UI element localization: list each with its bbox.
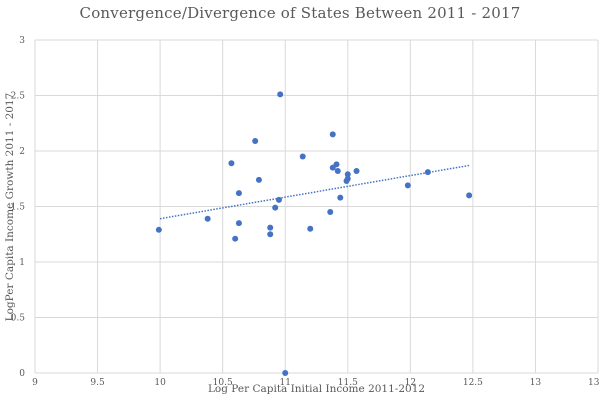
data-point xyxy=(299,153,306,160)
data-point xyxy=(277,91,284,98)
data-point xyxy=(466,192,473,199)
data-point xyxy=(235,220,242,227)
x-tick-label: 10 xyxy=(154,378,166,388)
data-point xyxy=(155,226,162,233)
y-tick-label: 2.5 xyxy=(11,92,26,102)
x-tick-label: 9.5 xyxy=(90,378,105,388)
data-point xyxy=(344,171,351,178)
data-point xyxy=(282,370,289,376)
data-point xyxy=(333,161,340,168)
x-axis-label: Log Per Capita Initial Income 2011-2012 xyxy=(207,383,426,395)
data-point xyxy=(334,167,341,174)
x-tick-label: 9 xyxy=(32,378,38,388)
data-point xyxy=(204,215,211,222)
data-point xyxy=(267,224,274,231)
y-tick-label: 1 xyxy=(19,258,25,268)
x-tick-label: 11 xyxy=(279,378,290,388)
data-point xyxy=(255,176,262,183)
data-point xyxy=(228,160,235,167)
y-axis-label: LogPer Capita Income Growth 2011 - 2017 xyxy=(4,92,16,322)
x-tick-label: 12.5 xyxy=(463,378,483,388)
x-tick-label: 12 xyxy=(405,378,416,388)
data-point xyxy=(307,225,314,232)
y-tick-label: 2 xyxy=(19,147,25,157)
data-point xyxy=(275,196,282,203)
data-point xyxy=(353,167,360,174)
x-tick-label: 10.5 xyxy=(213,378,233,388)
data-point xyxy=(337,194,344,201)
data-point xyxy=(267,231,274,238)
chart-title: Convergence/Divergence of States Between… xyxy=(79,4,521,22)
x-tick-label: 13 xyxy=(530,378,542,388)
data-point xyxy=(252,138,259,145)
y-tick-label: 0 xyxy=(19,369,25,379)
data-point xyxy=(344,175,351,182)
data-point xyxy=(327,209,334,216)
x-tick-label: 13.5 xyxy=(588,378,600,388)
data-point xyxy=(232,235,239,242)
data-point xyxy=(329,131,336,138)
data-point xyxy=(235,190,242,197)
trendline xyxy=(159,164,470,220)
y-tick-label: 0.5 xyxy=(11,314,26,324)
data-point xyxy=(404,182,411,189)
y-tick-label: 1.5 xyxy=(11,203,26,213)
data-point xyxy=(424,169,431,176)
x-tick-label: 11.5 xyxy=(338,378,358,388)
data-point xyxy=(272,204,279,211)
y-tick-label: 3 xyxy=(19,36,25,46)
